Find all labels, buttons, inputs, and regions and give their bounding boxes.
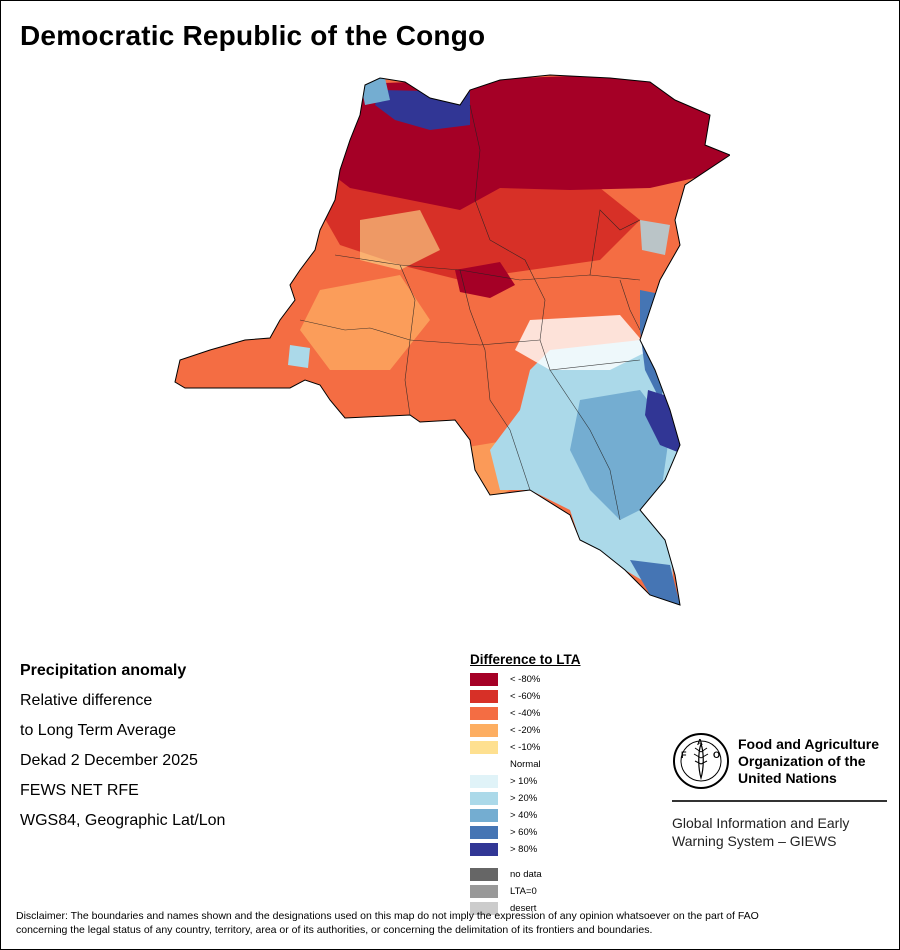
map-title: Democratic Republic of the Congo [20,20,486,51]
legend-label: Normal [510,759,541,770]
legend-label: desert [510,903,537,914]
legend-swatch [470,707,498,720]
legend-label: > 80% [510,844,538,855]
svg-text:F: F [681,750,687,760]
fao-name-line3: United Nations [738,769,837,786]
anomaly-zone-blue-west-spot [288,345,310,368]
legend-label: < -10% [510,742,541,753]
anomaly-zone-blue-tip [630,560,680,605]
legend-swatch [470,775,498,788]
info-projection: WGS84, Geographic Lat/Lon [20,812,226,829]
fao-emblem-icon: F A O [673,733,729,789]
fao-name: Food and Agriculture Organization of the… [738,736,879,787]
legend: Difference to LTA < -80% < -60% < -40% <… [470,652,630,917]
anomaly-zone-normal [515,315,650,370]
legend-item: > 60% [470,824,630,841]
anomaly-map [174,74,730,606]
legend-extra-item: no data [470,866,630,883]
fao-name-line2: Organization of the [738,752,866,769]
legend-swatch [470,809,498,822]
map-info: Precipitation anomaly Relative differenc… [20,656,225,836]
legend-item: > 20% [470,790,630,807]
legend-item: > 40% [470,807,630,824]
legend-swatch [470,758,498,771]
anomaly-zone-mid-blue [570,390,670,520]
giews-text: Global Information and Early Warning Sys… [672,814,888,850]
giews-line2: Warning System – GIEWS [672,833,837,849]
legend-label: no data [510,869,542,880]
giews-line1: Global Information and Early [672,815,850,831]
legend-swatch [470,868,498,881]
legend-title: Difference to LTA [470,652,581,667]
svg-text:O: O [713,750,720,760]
legend-item: < -60% [470,688,630,705]
legend-item: > 80% [470,841,630,858]
info-line2: to Long Term Average [20,722,176,739]
legend-label: > 10% [510,776,538,787]
legend-swatch [470,826,498,839]
legend-item: Normal [470,756,630,773]
anomaly-zone-dark-red-center [455,262,515,298]
legend-swatch [470,724,498,737]
legend-label: < -40% [510,708,541,719]
legend-label: > 40% [510,810,538,821]
legend-swatch [470,741,498,754]
info-heading: Precipitation anomaly [20,662,187,679]
fao-divider [672,800,887,802]
disclaimer-line1: Disclaimer: The boundaries and names sho… [16,910,759,922]
fao-name-line1: Food and Agriculture [738,735,880,752]
anomaly-zone-blue-north-edge [360,78,390,105]
legend-label: LTA=0 [510,886,537,897]
anomaly-zone-light-east [640,220,670,255]
legend-swatch [470,673,498,686]
legend-extra-item: LTA=0 [470,883,630,900]
legend-label: > 20% [510,793,538,804]
info-source: FEWS NET RFE [20,782,139,799]
fao-block: F A O Food and Agriculture Organization … [672,732,888,850]
disclaimer: Disclaimer: The boundaries and names sho… [16,909,886,937]
disclaimer-line2: concerning the legal status of any count… [16,924,653,936]
svg-text:A: A [697,738,703,747]
legend-swatch [470,690,498,703]
info-period: Dekad 2 December 2025 [20,752,198,769]
legend-item: < -10% [470,739,630,756]
legend-swatch [470,792,498,805]
legend-item: < -40% [470,705,630,722]
anomaly-zone-orange-west [300,275,430,370]
legend-label: > 60% [510,827,538,838]
legend-label: < -20% [510,725,541,736]
legend-item: < -20% [470,722,630,739]
legend-swatch [470,902,498,915]
legend-item: < -80% [470,671,630,688]
anomaly-zone-light-center [360,210,440,270]
info-line1: Relative difference [20,692,153,709]
country-border [174,74,730,606]
legend-label: < -60% [510,691,541,702]
legend-swatch [470,885,498,898]
legend-swatch [470,843,498,856]
legend-extra-item: desert [470,900,630,917]
legend-item: > 10% [470,773,630,790]
legend-label: < -80% [510,674,541,685]
province-borders [299,104,641,521]
